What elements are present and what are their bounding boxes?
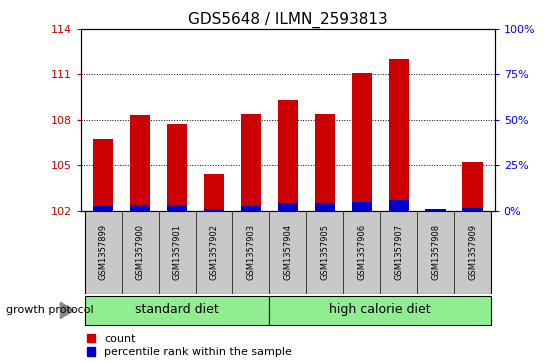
Bar — [278, 203, 298, 211]
Text: GSM1357907: GSM1357907 — [394, 224, 403, 280]
Bar — [462, 162, 483, 211]
Text: GSM1357909: GSM1357909 — [468, 224, 477, 280]
Bar — [425, 209, 446, 211]
Text: GSM1357905: GSM1357905 — [320, 224, 329, 280]
Bar — [462, 208, 483, 211]
Title: GDS5648 / ILMN_2593813: GDS5648 / ILMN_2593813 — [188, 12, 388, 28]
Text: GSM1357908: GSM1357908 — [431, 224, 440, 280]
Bar — [315, 114, 335, 211]
Bar — [241, 206, 261, 211]
Bar — [204, 209, 224, 211]
Bar — [269, 295, 491, 325]
Bar — [204, 174, 224, 211]
Text: high calorie diet: high calorie diet — [329, 303, 431, 316]
Text: GSM1357903: GSM1357903 — [247, 224, 255, 280]
Text: growth protocol: growth protocol — [6, 305, 93, 315]
Legend: count, percentile rank within the sample: count, percentile rank within the sample — [87, 334, 292, 358]
Bar — [278, 100, 298, 211]
Text: GSM1357900: GSM1357900 — [136, 224, 145, 280]
Text: GSM1357899: GSM1357899 — [99, 224, 108, 280]
Bar — [93, 206, 113, 211]
Bar — [93, 139, 113, 211]
Bar — [389, 59, 409, 211]
Text: GSM1357901: GSM1357901 — [173, 224, 182, 280]
Text: GSM1357904: GSM1357904 — [283, 224, 292, 280]
Bar — [315, 203, 335, 211]
Text: GSM1357906: GSM1357906 — [357, 224, 366, 280]
Bar — [241, 114, 261, 211]
Bar — [167, 205, 187, 211]
Polygon shape — [60, 302, 74, 319]
Bar — [425, 209, 446, 211]
Bar — [130, 115, 150, 211]
Bar — [167, 125, 187, 211]
Bar — [352, 73, 372, 211]
Bar — [389, 200, 409, 211]
Text: standard diet: standard diet — [135, 303, 219, 316]
Text: GSM1357902: GSM1357902 — [210, 224, 219, 280]
Bar — [352, 202, 372, 211]
Bar — [130, 205, 150, 211]
Bar — [85, 295, 269, 325]
